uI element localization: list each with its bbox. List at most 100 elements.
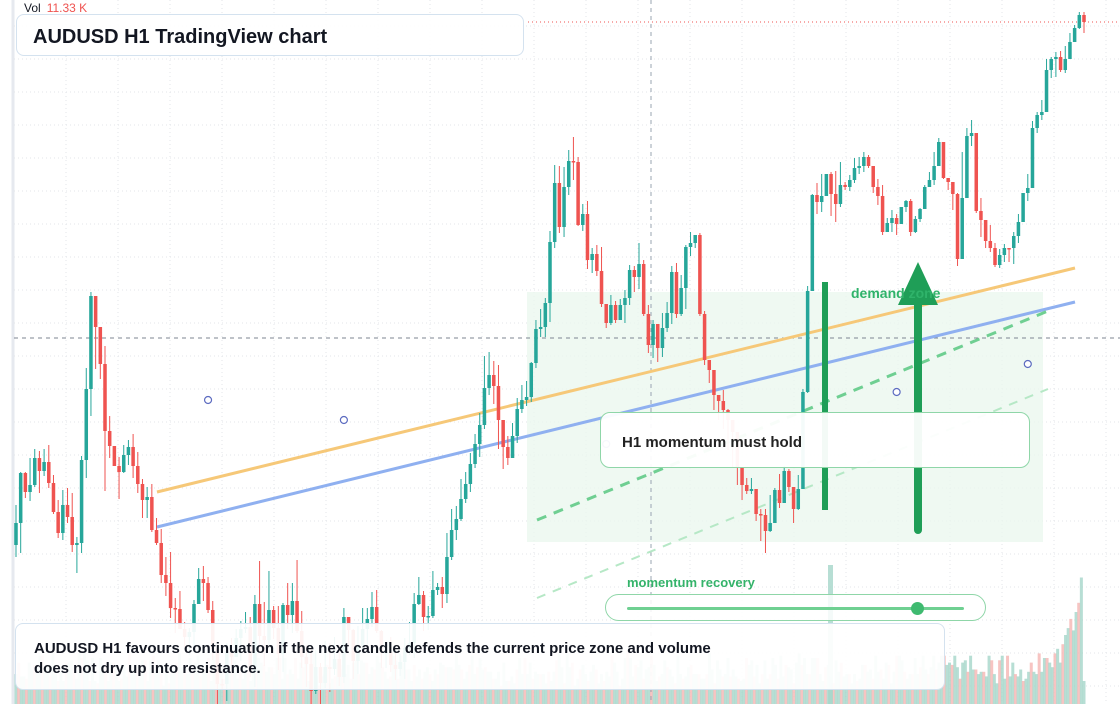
candle-body [538, 327, 543, 329]
volume-bar [776, 678, 780, 704]
candle-body [988, 241, 993, 248]
candle-body [431, 590, 435, 616]
volume-bar [955, 667, 959, 704]
volume-label: Vol [24, 1, 41, 15]
volume-bar [992, 674, 996, 704]
momentum-slider-thumb[interactable] [910, 602, 924, 615]
volume-bar [1042, 658, 1046, 704]
candle-body [65, 505, 70, 517]
volume-bar [586, 681, 590, 704]
chart-title-box: AUDUSD H1 TradingView chart [16, 14, 524, 56]
candle-body [136, 466, 140, 484]
volume-bar [1019, 669, 1023, 704]
candle-body [463, 484, 468, 499]
candle-body [646, 314, 651, 345]
volume-bar [296, 678, 300, 704]
volume-bar [510, 676, 514, 704]
candle-body [951, 182, 955, 194]
candle-body [899, 207, 904, 224]
volume-bar [1056, 648, 1060, 704]
volume-bar [1000, 655, 1004, 704]
candle-body [941, 142, 946, 178]
candle-body [131, 447, 135, 466]
candle-body [768, 523, 772, 531]
candle-body [370, 607, 374, 619]
volume-bar [333, 676, 337, 704]
candle-body [421, 595, 426, 617]
candle-body [257, 604, 262, 636]
candle-body [932, 166, 936, 180]
candle-body [707, 360, 712, 370]
candle-body [759, 514, 763, 516]
volume-bar [655, 681, 659, 704]
volume-bar [953, 655, 957, 704]
volume-bar [950, 664, 954, 704]
volume-bar [1071, 630, 1075, 704]
candle-body [47, 462, 51, 483]
candle-body [552, 183, 557, 242]
candle-body [515, 409, 519, 436]
candle-body [1030, 128, 1035, 188]
candle-body [121, 455, 126, 472]
volume-bar [199, 676, 203, 704]
momentum-slider-label: momentum recovery [627, 575, 755, 590]
candle-body [571, 161, 576, 163]
candle-body [1040, 112, 1044, 115]
candle-body [819, 196, 824, 202]
volume-bar [642, 678, 646, 704]
candle-body [206, 583, 210, 610]
candle-body [599, 271, 604, 304]
volume-bar [995, 683, 999, 704]
volume-bar [494, 678, 498, 704]
volume-bar [971, 669, 975, 704]
candle-body [1044, 70, 1049, 112]
candle-body [454, 519, 459, 530]
candle-body [679, 288, 683, 314]
candle-body [871, 166, 875, 187]
candle-body [655, 324, 660, 348]
volume-bar [982, 671, 986, 704]
candle-body [754, 489, 758, 514]
candle-body [894, 218, 899, 224]
volume-bar [889, 683, 893, 704]
volume-bar [22, 676, 26, 704]
candle-body [1016, 222, 1021, 236]
volume-bar [167, 683, 171, 704]
candle-body [810, 195, 815, 291]
candle-body [487, 375, 491, 388]
candle-body [61, 505, 65, 533]
volume-bar [249, 681, 253, 704]
volume-bar [671, 676, 675, 704]
volume-bar [1040, 671, 1044, 704]
candle-body [159, 543, 163, 575]
candle-body [660, 328, 665, 348]
volume-bar [1027, 671, 1031, 704]
signal-marker [892, 387, 901, 397]
volume-bar [93, 681, 97, 704]
volume-bar [1050, 667, 1054, 704]
candle-body [674, 272, 679, 314]
candle-body [492, 375, 496, 386]
volume-bar [1021, 681, 1025, 704]
volume-bar [320, 676, 324, 704]
candle-body [876, 187, 880, 196]
candle-body [51, 483, 56, 512]
candle-body [192, 604, 196, 632]
volume-bar [236, 678, 240, 704]
volume-readout: Vol 11.33 K [24, 1, 87, 15]
candle-body [693, 235, 697, 243]
candle-body [168, 583, 173, 608]
candle-body [913, 219, 918, 232]
volume-bar [842, 676, 846, 704]
candle-body [79, 460, 84, 543]
candle-body [112, 446, 117, 466]
volume-bar [1013, 674, 1017, 704]
candle-body [744, 485, 749, 491]
candle-body [637, 264, 641, 277]
candle-body [590, 254, 594, 260]
candle-body [1077, 15, 1082, 28]
candle-body [482, 388, 487, 425]
volume-bar [512, 683, 516, 704]
momentum-slider[interactable] [605, 594, 986, 621]
candle-body [440, 587, 445, 594]
